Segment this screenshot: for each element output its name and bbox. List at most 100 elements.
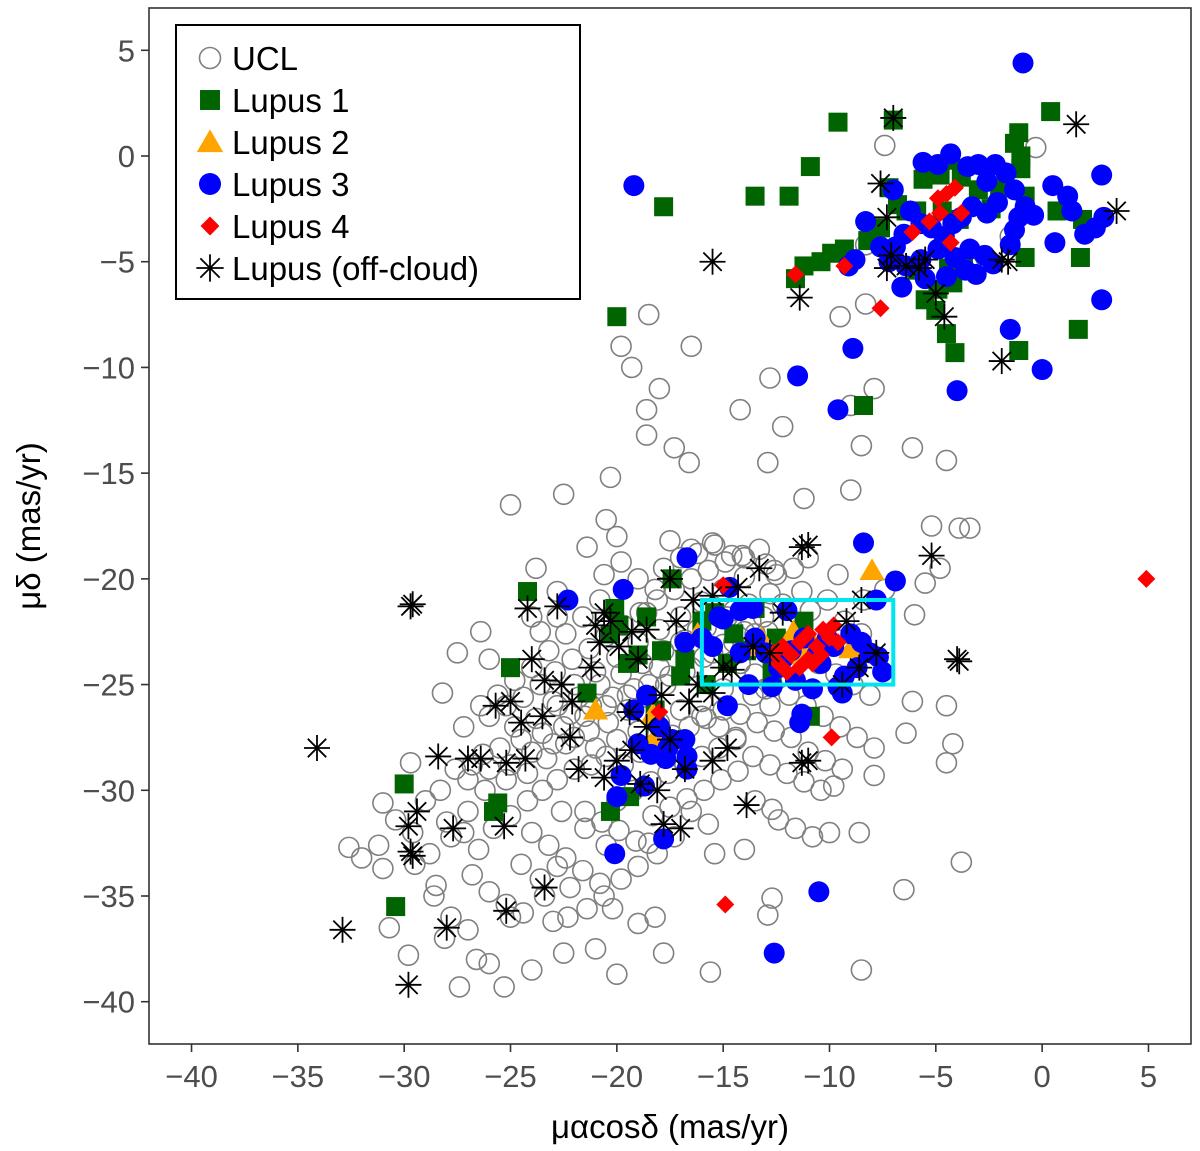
data-point (739, 633, 766, 660)
y-tick-label: −15 (82, 456, 135, 491)
data-point (746, 711, 768, 734)
data-point (936, 324, 956, 344)
data-point (942, 732, 964, 755)
data-point (663, 436, 686, 459)
data-point (489, 737, 511, 759)
data-point (403, 798, 430, 825)
data-point (863, 639, 890, 666)
data-point (329, 916, 356, 943)
data-point (771, 415, 794, 438)
data-point (693, 779, 715, 802)
data-point (767, 809, 790, 831)
data-point (880, 104, 907, 131)
data-point (578, 654, 605, 681)
data-point (565, 756, 592, 783)
data-point (544, 593, 571, 620)
data-point (597, 711, 620, 734)
data-point (546, 768, 569, 791)
data-point (1012, 52, 1034, 74)
data-point (552, 483, 575, 506)
data-point (397, 944, 420, 967)
data-point (1137, 569, 1156, 588)
legend-item: Lupus 3 (198, 166, 349, 203)
data-point (418, 842, 441, 865)
data-point (920, 515, 943, 537)
data-point (606, 525, 628, 548)
data-point (842, 337, 864, 359)
data-point (604, 843, 626, 865)
data-point (397, 838, 424, 865)
data-point (667, 815, 694, 842)
data-point (784, 817, 807, 840)
data-point (776, 762, 798, 785)
data-point (761, 887, 783, 909)
data-point (695, 707, 717, 730)
data-point (518, 646, 545, 673)
data-point (620, 356, 643, 379)
data-point (671, 756, 698, 783)
data-point (1031, 359, 1053, 381)
y-axis-title: μδ (mas/yr) (10, 442, 47, 610)
data-point (635, 398, 658, 421)
data-point (474, 779, 496, 802)
data-point (929, 557, 951, 580)
data-point (395, 971, 422, 998)
data-point (801, 825, 824, 848)
data-point (457, 768, 479, 791)
data-point (822, 728, 841, 747)
data-point (636, 684, 658, 706)
x-tick-label: −30 (378, 1059, 431, 1094)
data-point (833, 608, 860, 635)
data-point (959, 517, 981, 539)
data-point (431, 682, 454, 704)
data-point (654, 197, 674, 217)
data-point (554, 847, 577, 869)
data-point (589, 872, 611, 895)
data-point (508, 709, 535, 736)
data-point (818, 821, 841, 844)
data-point (603, 747, 630, 774)
data-point (756, 639, 783, 666)
data-point (625, 830, 647, 852)
series-lupus-off-cloud (303, 104, 1130, 998)
data-point (557, 906, 579, 928)
legend-marker (200, 216, 220, 236)
data-point (652, 942, 675, 964)
data-point (1009, 341, 1029, 361)
data-point (537, 834, 560, 857)
data-point (733, 792, 760, 819)
legend-marker (196, 129, 224, 153)
data-point (901, 690, 924, 713)
data-point (745, 186, 765, 206)
data-points-layer (303, 52, 1156, 998)
data-point (742, 745, 764, 768)
data-point (650, 703, 669, 722)
data-point (873, 134, 896, 157)
data-point (680, 335, 703, 358)
data-point (926, 300, 946, 320)
data-point (859, 684, 881, 706)
data-point (648, 377, 671, 400)
data-point (1003, 179, 1025, 201)
data-point (648, 682, 675, 709)
y-tick-label: −35 (82, 879, 135, 914)
data-point (1084, 217, 1106, 239)
data-point (550, 800, 573, 823)
data-point (727, 760, 749, 783)
data-point (995, 162, 1017, 184)
data-point (789, 712, 811, 734)
data-point (782, 557, 805, 580)
data-point (674, 631, 696, 653)
data-point (610, 551, 632, 573)
data-point (878, 242, 905, 269)
data-point (653, 828, 675, 850)
series-lupus-3 (557, 52, 1115, 964)
data-point (546, 855, 569, 878)
data-point (759, 754, 781, 776)
data-point (482, 692, 509, 719)
data-point (945, 343, 965, 363)
data-point (776, 600, 798, 622)
legend-marker (200, 90, 220, 110)
data-point (529, 620, 552, 643)
data-point (946, 380, 968, 402)
